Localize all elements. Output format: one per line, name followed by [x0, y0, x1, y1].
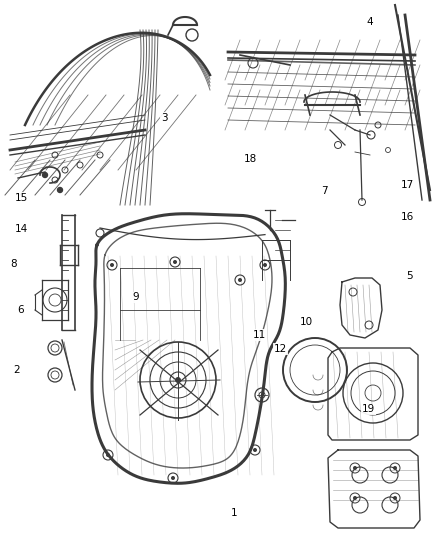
Circle shape [353, 496, 357, 500]
Circle shape [106, 453, 110, 457]
Text: 9: 9 [132, 293, 139, 302]
Circle shape [253, 448, 257, 452]
Text: 7: 7 [321, 186, 328, 196]
Text: 1: 1 [231, 508, 238, 518]
Text: 15: 15 [15, 193, 28, 203]
Circle shape [171, 476, 175, 480]
Circle shape [57, 188, 63, 192]
Text: 4: 4 [367, 18, 374, 27]
Text: 11: 11 [253, 330, 266, 340]
Circle shape [353, 466, 357, 470]
Text: 17: 17 [401, 181, 414, 190]
Text: 8: 8 [10, 259, 17, 269]
Circle shape [42, 173, 47, 177]
Circle shape [238, 278, 242, 282]
Text: 19: 19 [362, 405, 375, 414]
Text: 10: 10 [300, 318, 313, 327]
Text: 14: 14 [15, 224, 28, 234]
Circle shape [393, 496, 397, 500]
Text: 16: 16 [401, 213, 414, 222]
Circle shape [263, 263, 267, 267]
Text: 2: 2 [13, 366, 20, 375]
Text: 5: 5 [406, 271, 413, 281]
Circle shape [173, 260, 177, 264]
Circle shape [175, 377, 181, 383]
Text: 6: 6 [18, 305, 25, 315]
Circle shape [110, 263, 114, 267]
Text: 3: 3 [161, 114, 168, 123]
Text: 18: 18 [244, 154, 257, 164]
Circle shape [393, 466, 397, 470]
Text: 12: 12 [274, 344, 287, 354]
